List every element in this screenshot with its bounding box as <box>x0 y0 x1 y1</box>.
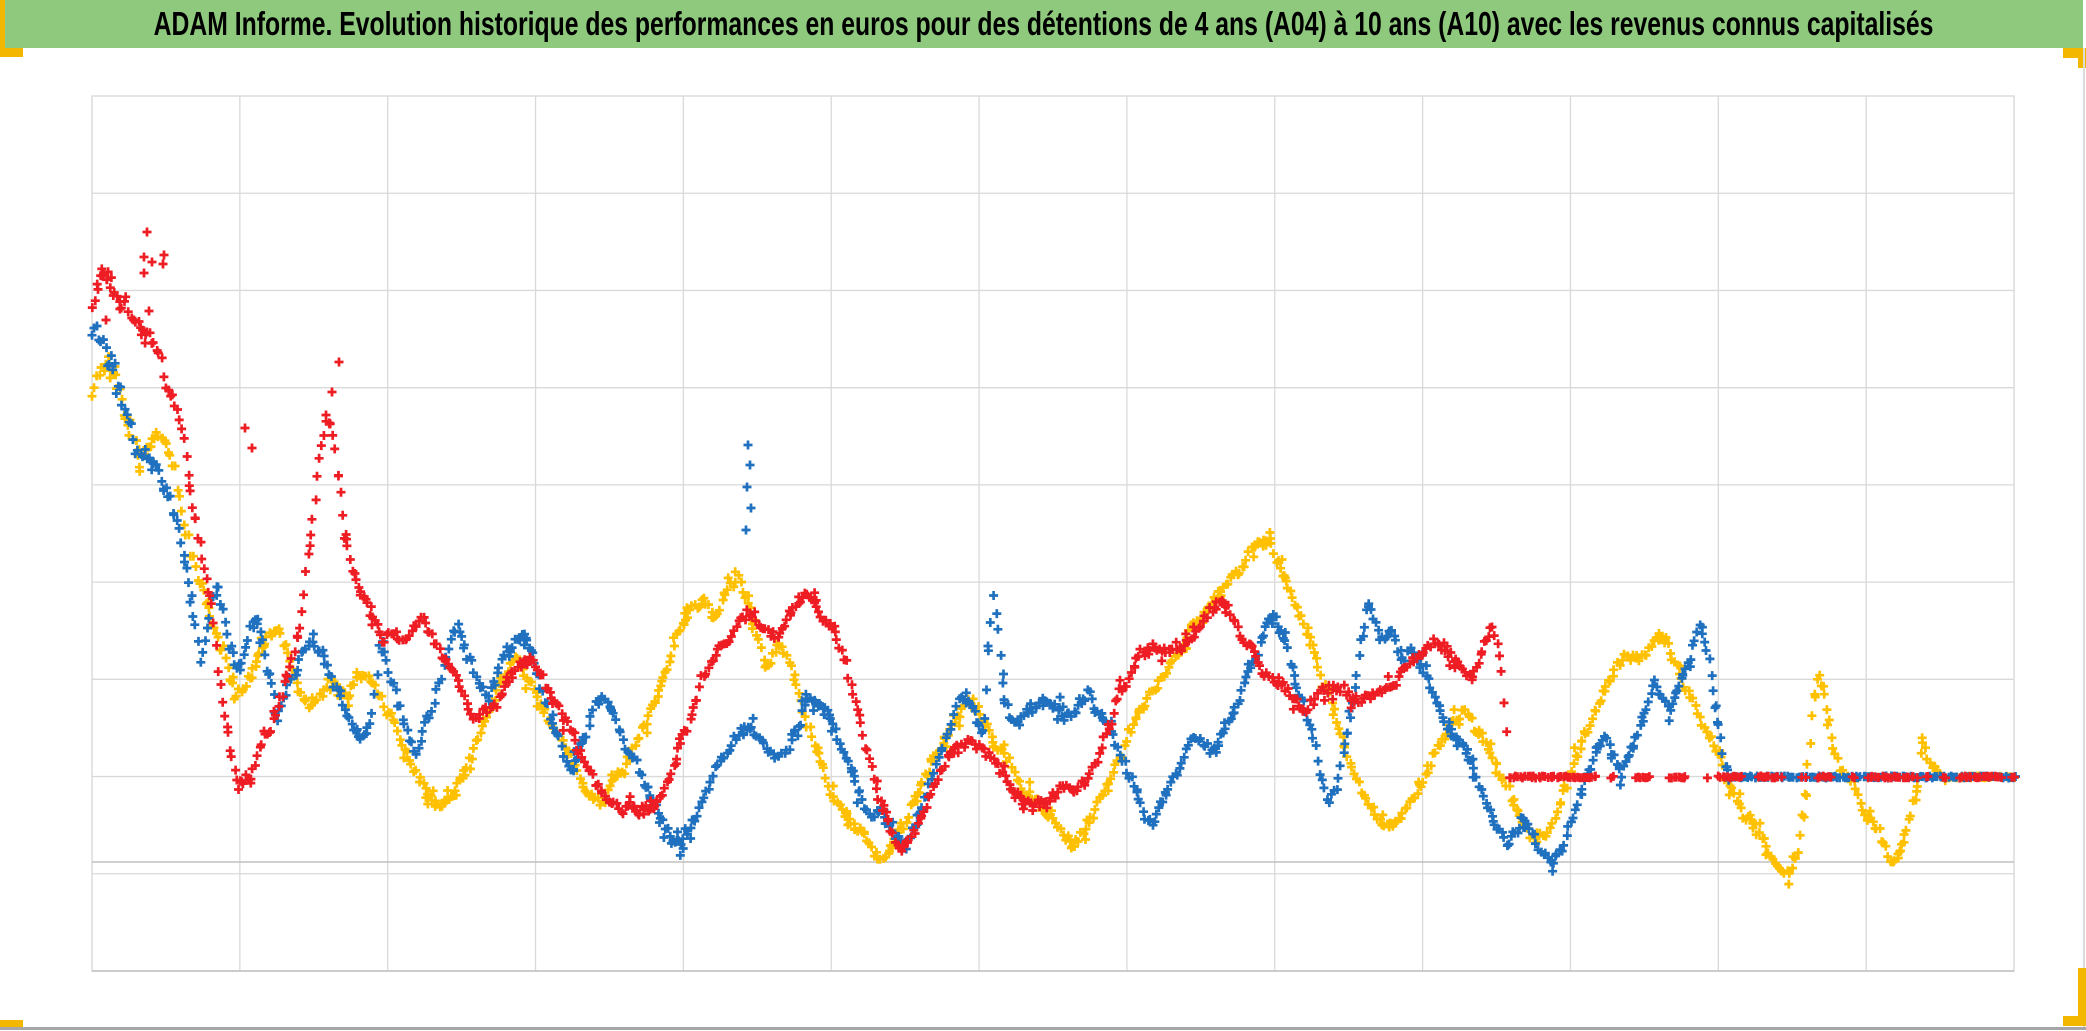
scatter-series-gold <box>87 352 2020 889</box>
page-right-border <box>2083 48 2085 1028</box>
gold-accent-left-edge <box>0 0 5 48</box>
gold-accent-top-left <box>0 48 23 57</box>
gold-accent-bottom-left <box>0 1020 23 1030</box>
scatter-chart-svg <box>87 95 2020 972</box>
page-title: ADAM Informe. Evolution historique des p… <box>154 5 1934 42</box>
gold-accent-bottom-right-vertical <box>2078 968 2086 1026</box>
gold-accent-top-right-vertical <box>2078 48 2086 68</box>
gold-accent-bottom-right-horizontal <box>2063 1016 2086 1026</box>
scatter-series-red <box>87 227 2019 856</box>
performance-scatter-chart <box>0 48 2086 1031</box>
title-bar: ADAM Informe. Evolution historique des p… <box>5 0 2083 48</box>
gold-accent-top-right-horizontal <box>2063 48 2086 58</box>
page-bottom-border <box>0 1027 2086 1030</box>
chart-gridlines <box>91 95 2015 972</box>
